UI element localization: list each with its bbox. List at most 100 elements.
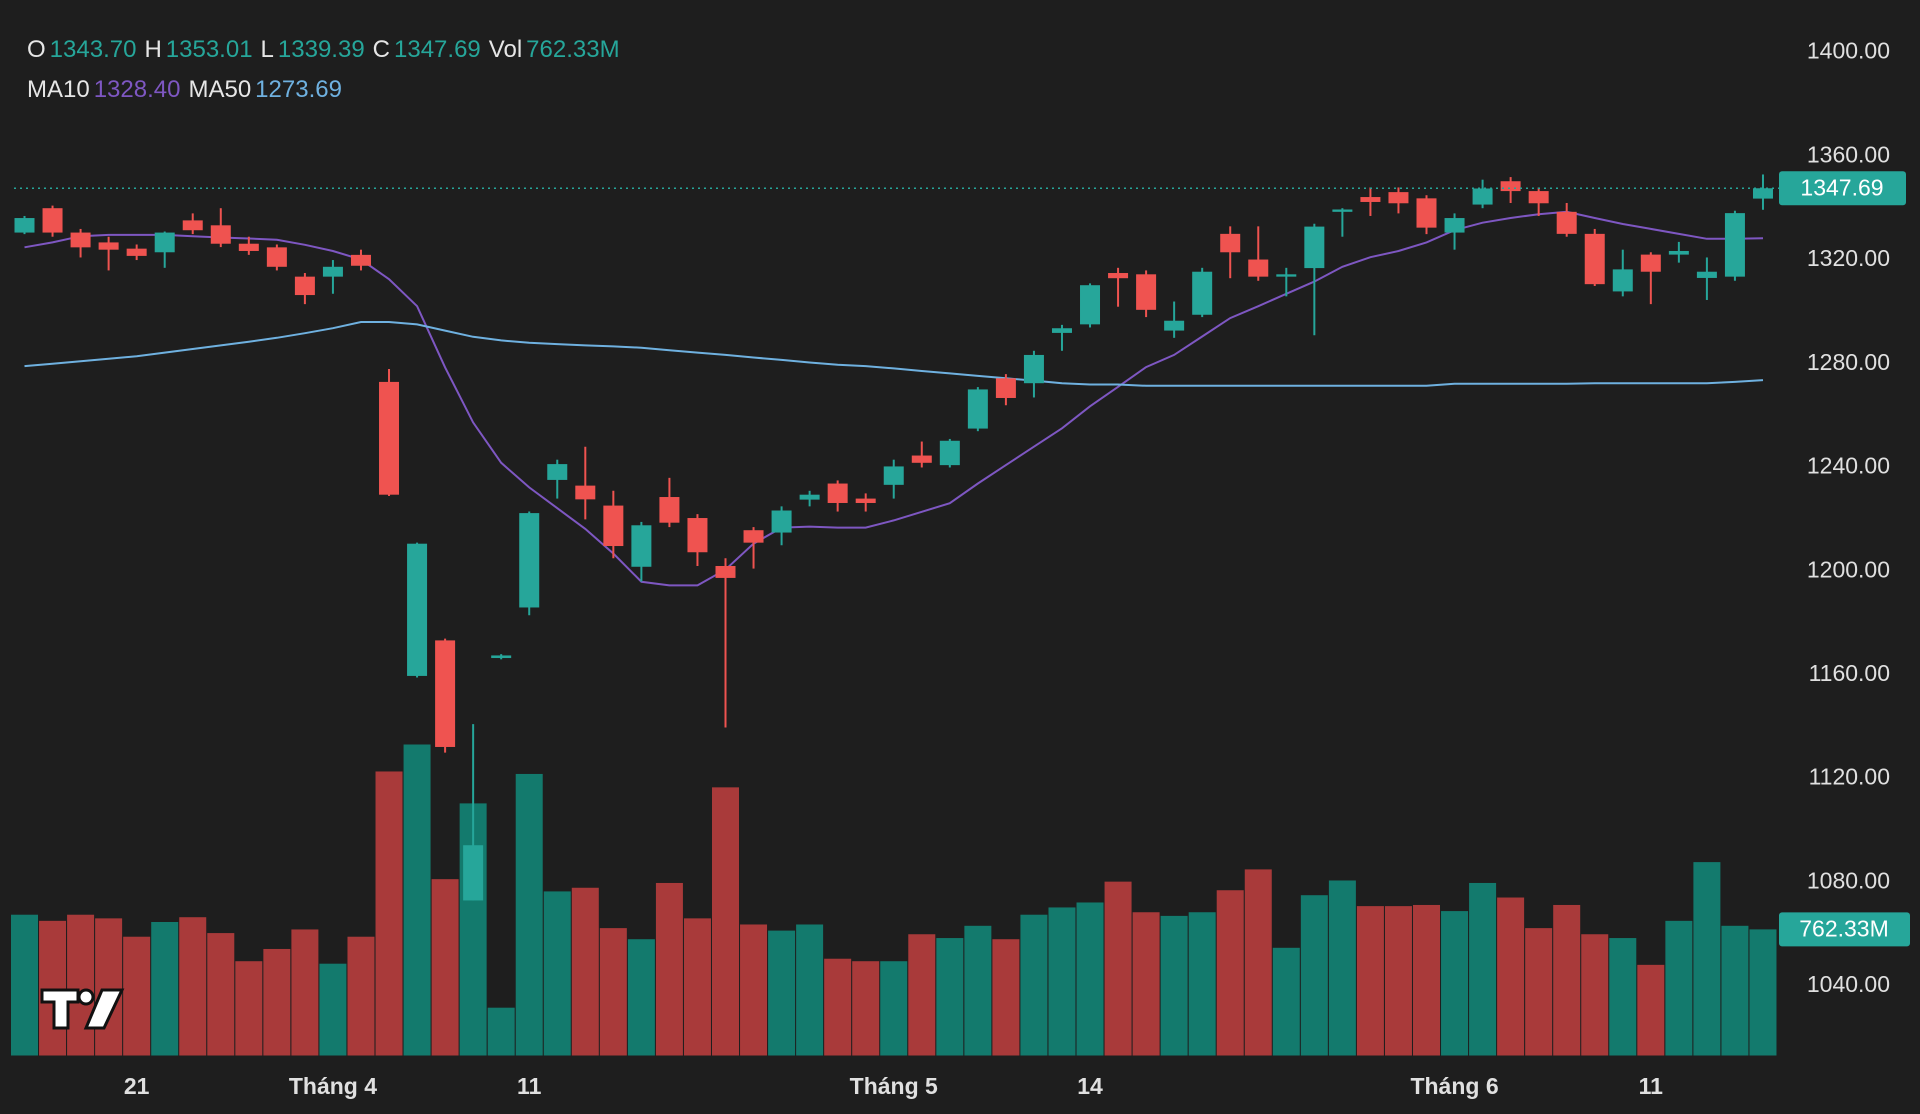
candle-body (1136, 274, 1157, 310)
legend-label: Vol (488, 36, 523, 63)
volume-bar (712, 787, 739, 1056)
candle-body (575, 485, 596, 500)
volume-bar (1721, 925, 1749, 1056)
volume-bar (207, 933, 235, 1056)
volume-bar (1132, 912, 1160, 1056)
candle-body (42, 208, 63, 233)
candle-body (491, 655, 512, 659)
y-tick-label: 1200.00 (1807, 556, 1890, 582)
volume-bar (1104, 881, 1132, 1056)
ma-line (24, 210, 1764, 587)
volume-bar (151, 922, 179, 1056)
volume-bar (1609, 938, 1637, 1056)
legend-label: L (260, 36, 274, 63)
volume-bar (964, 925, 992, 1056)
volume-bar (1020, 914, 1048, 1056)
legend-value: 1339.39 (277, 36, 365, 63)
volume-bar (1525, 928, 1553, 1056)
legend-value: 762.33M (526, 36, 620, 63)
y-tick-label: 1280.00 (1807, 349, 1890, 375)
volume-bar (1188, 912, 1216, 1056)
y-tick-label: 1240.00 (1807, 453, 1890, 479)
candle-body (70, 232, 91, 248)
candle-body (14, 218, 35, 233)
candle-body (1528, 191, 1549, 204)
volume-bar (403, 744, 431, 1056)
y-tick-label: 1080.00 (1807, 867, 1890, 893)
candle-body (687, 518, 708, 553)
volume-bar (1328, 880, 1356, 1056)
candle-body (1332, 209, 1353, 212)
volume-bar (1160, 915, 1188, 1056)
candle-body (603, 505, 624, 547)
y-tick-label: 1120.00 (1809, 764, 1890, 790)
candle-body (407, 543, 428, 676)
volume-bar (1581, 934, 1609, 1056)
volume-bar (1216, 890, 1244, 1056)
candle-body (1752, 188, 1773, 199)
candle-body (631, 525, 652, 567)
y-tick-label: 1360.00 (1807, 141, 1890, 167)
candle-body (743, 530, 764, 543)
volume-bar (852, 961, 880, 1056)
y-tick-label: 1320.00 (1807, 245, 1890, 271)
candle-body (379, 381, 400, 495)
candle-body (1668, 250, 1689, 255)
candle-body (98, 242, 119, 250)
volume-bar (1048, 907, 1076, 1056)
volume-bar (431, 879, 459, 1056)
candle-body (1696, 271, 1717, 278)
candle-body (1724, 213, 1745, 277)
volume-badge (1779, 912, 1910, 947)
y-tick-label: 1040.00 (1807, 971, 1890, 997)
legend-label: MA50 (188, 76, 252, 103)
x-tick-label: Tháng 6 (1410, 1073, 1498, 1099)
volume-bar (235, 961, 263, 1056)
volume-bar (1553, 904, 1581, 1056)
candle-body (238, 243, 259, 251)
y-tick-label: 1160.00 (1809, 660, 1890, 686)
candle-body (519, 513, 540, 608)
candle-body (1584, 233, 1605, 285)
volume-bar (1244, 869, 1272, 1056)
legend-label: O (27, 36, 46, 63)
candle-body (547, 464, 568, 480)
legend-label: MA10 (27, 76, 90, 103)
candle-body (1164, 320, 1185, 331)
volume-bar (655, 882, 683, 1056)
volume-bar (375, 771, 403, 1056)
price-badge (1779, 171, 1906, 206)
candle-body (939, 440, 960, 466)
candle-body (182, 220, 203, 231)
legend-value: 1353.01 (165, 36, 253, 63)
volume-bar (1497, 897, 1525, 1056)
volume-bar (796, 924, 824, 1056)
candle-body (1080, 285, 1101, 325)
x-tick-label: Tháng 5 (850, 1073, 938, 1099)
candle-body (322, 266, 343, 277)
candle-body (1388, 192, 1409, 204)
candle-body (1500, 181, 1521, 192)
volume-badge-label: 762.33M (1799, 915, 1889, 941)
volume-bar (319, 963, 347, 1056)
candle-body (1556, 211, 1577, 234)
volume-bar (487, 1007, 515, 1056)
candle-body (266, 247, 287, 267)
x-tick-label: 11 (517, 1073, 542, 1099)
volume-bar (768, 930, 796, 1056)
candle-body (911, 455, 932, 463)
volume-bar (1637, 964, 1665, 1056)
candle-body (350, 254, 371, 266)
volume-bar (599, 928, 627, 1056)
candle-body (1612, 269, 1633, 292)
x-tick-label: Tháng 4 (289, 1073, 377, 1099)
candle-body (1360, 197, 1381, 202)
candle-body (1023, 354, 1044, 384)
volume-bar (1749, 929, 1777, 1056)
volume-bar (39, 920, 67, 1056)
candle-body (1192, 271, 1213, 315)
candle-body (154, 232, 175, 253)
volume-bar (1665, 920, 1693, 1056)
candle-body (1416, 198, 1437, 228)
volume-bar (1469, 882, 1497, 1056)
